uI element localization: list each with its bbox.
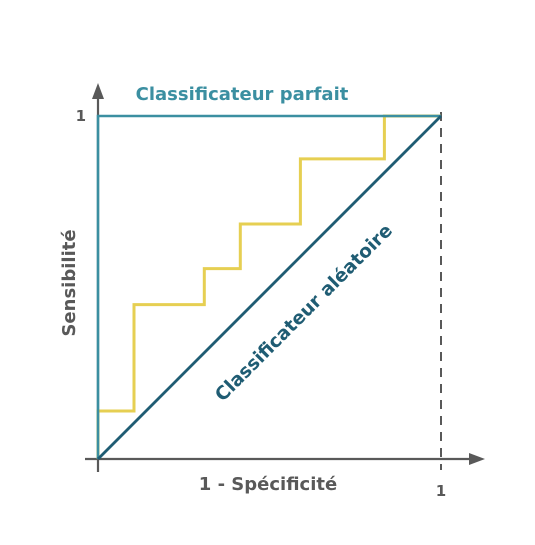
series-roc-curve [96,114,441,459]
x-tick-label: 1 [436,482,446,500]
series-random-classifier [97,115,442,460]
annotation-perfect-classifier: Classificateur parfait [136,84,349,105]
y-axis-arrow [92,83,104,99]
x-axis-title: 1 - Spécificité [199,474,337,495]
y-tick-label: 1 [76,107,86,125]
y-axis-title: Sensibilité [59,229,80,336]
x-axis-arrow [469,453,485,465]
series-perfect-classifier [96,114,441,459]
